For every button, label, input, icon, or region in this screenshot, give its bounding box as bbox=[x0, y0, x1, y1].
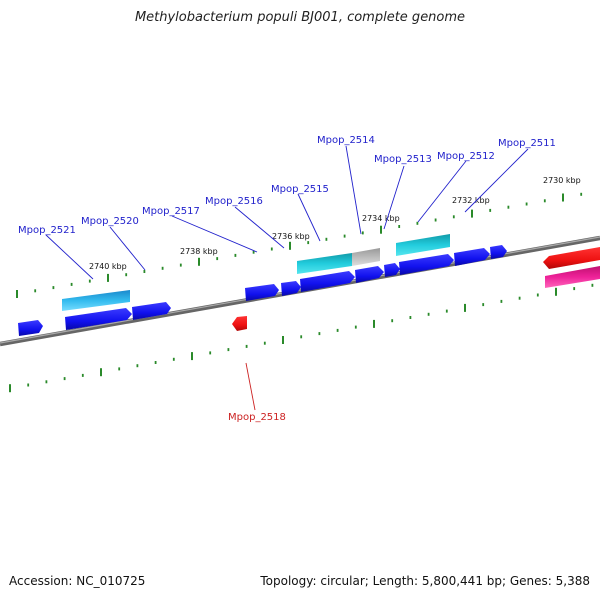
accession-text: Accession: NC_010725 bbox=[9, 574, 146, 588]
gene-features bbox=[18, 234, 600, 336]
gene-feature-forward[interactable] bbox=[300, 271, 355, 292]
ruler-label-2736: 2736 kbp bbox=[272, 232, 310, 241]
gene-feature-forward[interactable] bbox=[399, 254, 454, 275]
gene-feature-cds[interactable] bbox=[396, 234, 450, 256]
gene-feature-cds[interactable] bbox=[62, 290, 130, 311]
gene-feature-cds[interactable] bbox=[297, 253, 352, 274]
gene-feature-pseudo[interactable] bbox=[352, 248, 380, 266]
genome-backbone-highlight bbox=[0, 236, 600, 344]
gene-feature-forward[interactable] bbox=[281, 281, 301, 296]
gene-feature-forward[interactable] bbox=[132, 302, 171, 320]
gene-labels: Mpop_2511 Mpop_2512 Mpop_2513 Mpop_2514 … bbox=[18, 135, 556, 423]
gene-label-mpop-2515[interactable]: Mpop_2515 bbox=[271, 184, 329, 195]
genome-backbone bbox=[0, 235, 600, 347]
ruler-label-2730: 2730 kbp bbox=[543, 176, 581, 185]
gene-feature-reverse[interactable] bbox=[232, 316, 247, 331]
gene-feature-forward[interactable] bbox=[245, 284, 279, 301]
gene-label-mpop-2517[interactable]: Mpop_2517 bbox=[142, 206, 200, 217]
gene-feature-forward[interactable] bbox=[18, 320, 43, 336]
gene-feature-reverse[interactable] bbox=[543, 247, 600, 269]
gene-label-mpop-2520[interactable]: Mpop_2520 bbox=[81, 216, 139, 227]
ruler-upper-ticks bbox=[16, 192, 583, 298]
gene-label-mpop-2512[interactable]: Mpop_2512 bbox=[437, 151, 495, 162]
ruler-lower-ticks bbox=[9, 283, 594, 393]
ruler-label-2732: 2732 kbp bbox=[452, 196, 490, 205]
gene-feature-forward[interactable] bbox=[454, 248, 490, 266]
ruler-label-2738: 2738 kbp bbox=[180, 247, 218, 256]
gene-feature-rna[interactable] bbox=[545, 266, 600, 288]
gene-feature-forward[interactable] bbox=[65, 308, 132, 330]
genome-title: Methylobacterium populi BJ001, complete … bbox=[134, 10, 466, 25]
gene-feature-forward[interactable] bbox=[355, 266, 384, 283]
gene-label-mpop-2518[interactable]: Mpop_2518 bbox=[228, 412, 286, 423]
gene-label-mpop-2516[interactable]: Mpop_2516 bbox=[205, 196, 263, 207]
gene-label-mpop-2514[interactable]: Mpop_2514 bbox=[317, 135, 375, 146]
gene-label-leaders bbox=[45, 145, 529, 411]
genome-summary-text: Topology: circular; Length: 5,800,441 bp… bbox=[260, 574, 590, 588]
gene-feature-forward[interactable] bbox=[490, 245, 507, 259]
gene-feature-forward[interactable] bbox=[384, 263, 400, 277]
gene-label-mpop-2521[interactable]: Mpop_2521 bbox=[18, 225, 76, 236]
ruler-label-2740: 2740 kbp bbox=[89, 262, 127, 271]
ruler-label-2734: 2734 kbp bbox=[362, 214, 400, 223]
gene-label-mpop-2513[interactable]: Mpop_2513 bbox=[374, 154, 432, 165]
gene-label-mpop-2511[interactable]: Mpop_2511 bbox=[498, 138, 556, 149]
